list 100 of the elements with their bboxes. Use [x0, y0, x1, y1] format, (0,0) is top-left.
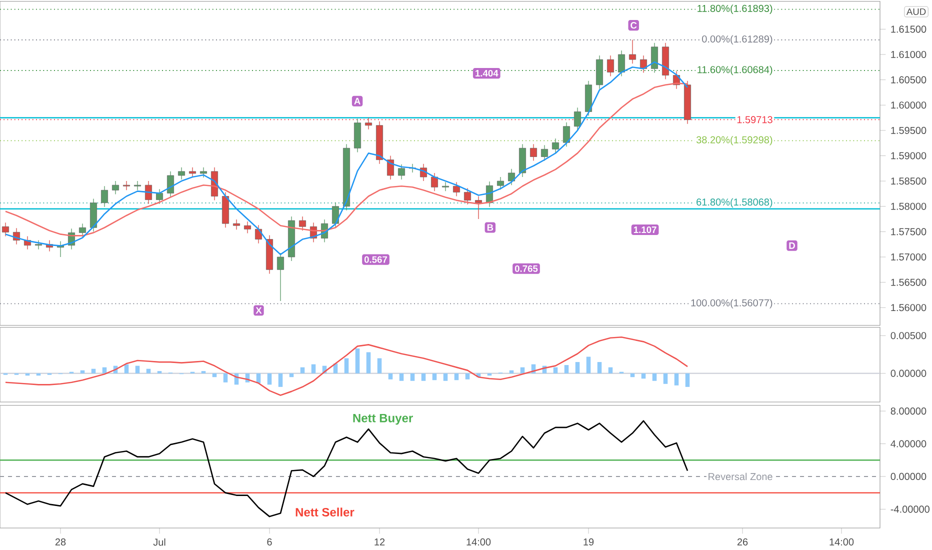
bar [355, 348, 360, 374]
y-tick-label: 0.00000 [890, 370, 926, 377]
bar [80, 370, 85, 374]
bar [146, 368, 151, 374]
bar [509, 370, 514, 374]
bar [388, 373, 393, 380]
candlestick [35, 240, 42, 250]
y-tick-label: 0.00500 [890, 332, 926, 340]
candlestick [145, 180, 152, 204]
annotation: B [487, 224, 494, 231]
ref-line-label: 11.60%(1.60684) [698, 66, 772, 76]
bar [300, 367, 305, 374]
candlestick [2, 222, 9, 237]
annotation: D [789, 242, 795, 249]
bar [663, 373, 668, 384]
y-tick-label: 1.61500 [891, 26, 926, 33]
annotation: 1.404 [476, 70, 498, 77]
bar [124, 364, 129, 374]
y-tick-label: 1.59000 [891, 152, 926, 160]
candlestick [475, 196, 482, 220]
bar [223, 373, 228, 382]
y-tick-label: 1.57000 [891, 253, 926, 261]
y-tick-label: 1.56500 [891, 278, 926, 286]
bar [410, 373, 415, 381]
x-tick-label: 19 [584, 538, 594, 546]
y-tick-label: 0.00000 [890, 472, 926, 480]
candlestick [563, 122, 570, 147]
y-tick-label: 4.00000 [890, 440, 926, 448]
bar [267, 373, 272, 385]
bar [564, 365, 569, 374]
candlestick [123, 180, 130, 190]
candlestick [167, 171, 174, 198]
candlestick [607, 55, 614, 77]
bar [575, 362, 580, 374]
bar [685, 373, 690, 387]
bar [421, 373, 426, 381]
candlestick [442, 182, 449, 192]
candlestick [134, 180, 141, 190]
bar [454, 373, 459, 380]
bar [597, 362, 602, 374]
bar [674, 373, 679, 386]
ref-line-label: Reversal Zone [708, 472, 772, 480]
y-tick-label: 1.60000 [891, 102, 926, 109]
x-tick-label: 12 [374, 538, 385, 546]
ref-line-label: 38.20%(1.59298) [696, 136, 772, 146]
candlestick [332, 202, 339, 228]
bar [586, 356, 591, 374]
bar [399, 373, 404, 381]
candlestick [299, 216, 306, 231]
candlestick [464, 188, 472, 205]
bar [311, 364, 316, 374]
annotation: Nett Seller [296, 508, 354, 516]
candlestick [101, 186, 108, 208]
candlestick [178, 167, 185, 180]
bar [553, 367, 558, 374]
candlestick [365, 117, 372, 130]
y-tick-label: 1.61000 [891, 50, 926, 58]
candlestick [156, 188, 163, 204]
bar [135, 366, 140, 374]
y-tick-label: 8.00000 [890, 408, 926, 415]
bar [91, 368, 96, 374]
candlestick [431, 172, 438, 192]
annotation: C [630, 22, 637, 29]
bar [377, 358, 382, 374]
bar [520, 367, 525, 374]
candlestick [541, 144, 548, 162]
annotation: 0.765 [514, 265, 538, 272]
ref-line-label: 11.80%(1.61893) [698, 4, 772, 14]
bar [278, 373, 283, 387]
candlestick [387, 155, 394, 180]
ref-line-label: 1.59713 [737, 116, 772, 124]
bar [366, 352, 371, 374]
ref-line-label: 0.00%(1.61289) [702, 35, 772, 45]
y-tick-label: 1.60500 [891, 76, 926, 84]
candlestick [629, 39, 636, 64]
ref-line-label: 100.00%(1.56077) [691, 299, 772, 308]
y-tick-label: 1.58500 [891, 178, 926, 185]
candlestick [79, 223, 86, 238]
candlestick [233, 219, 240, 230]
candlestick [112, 180, 120, 195]
y-tick-label: 1.56000 [891, 304, 926, 312]
candlestick [244, 221, 251, 234]
candlestick [618, 50, 626, 77]
candlestick [530, 144, 537, 162]
candlestick [651, 42, 658, 74]
candlestick [574, 107, 582, 131]
y-axis-title: AUD [906, 8, 926, 15]
candlestick [508, 168, 515, 186]
annotation: 1.107 [634, 226, 656, 234]
bar [465, 373, 470, 380]
y-tick-label: -4.00000 [890, 506, 930, 513]
x-tick-label: Jul [153, 538, 166, 546]
candlestick [200, 167, 208, 178]
bar [344, 358, 349, 374]
bar [432, 373, 437, 380]
bar [652, 373, 657, 381]
bar [608, 367, 613, 374]
y-tick-label: 1.59500 [891, 126, 926, 134]
bar [443, 373, 448, 381]
candlestick [453, 182, 460, 197]
